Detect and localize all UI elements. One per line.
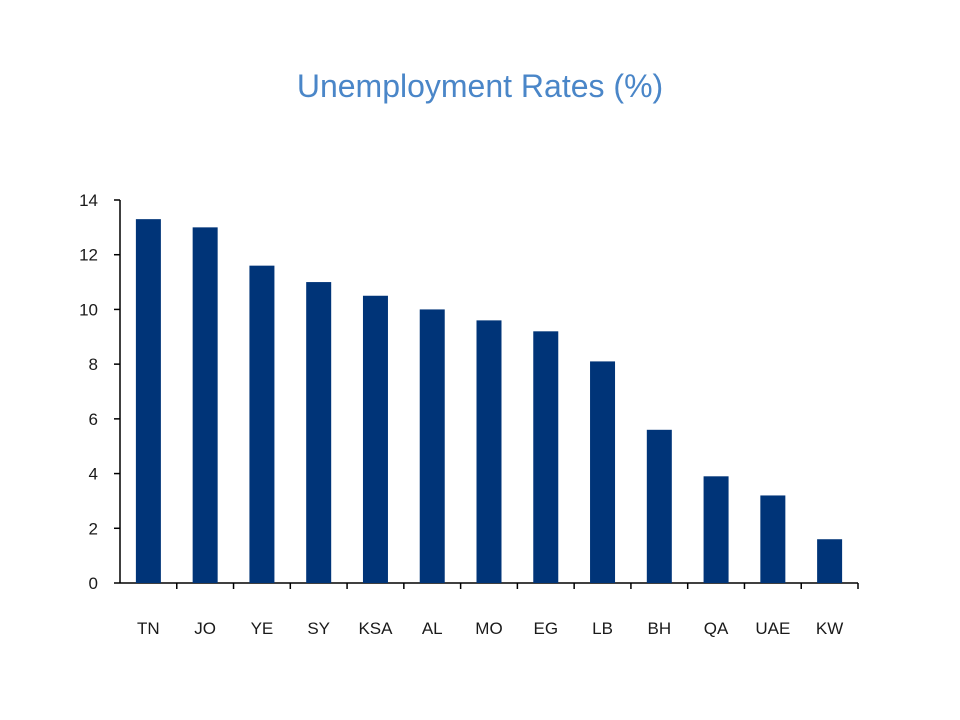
- x-category-label: YE: [251, 619, 274, 638]
- x-category-label: KW: [816, 619, 843, 638]
- y-tick-label: 10: [79, 300, 98, 319]
- x-category-label: AL: [422, 619, 443, 638]
- bar-ksa: [362, 295, 388, 583]
- x-category-label: MO: [475, 619, 502, 638]
- y-tick-label: 14: [79, 191, 98, 210]
- y-tick-label: 0: [89, 574, 98, 593]
- x-category-label: LB: [592, 619, 613, 638]
- bar-mo: [476, 320, 502, 583]
- bar-qa: [703, 476, 729, 583]
- y-tick-label: 2: [89, 519, 98, 538]
- bar-kw: [817, 539, 843, 583]
- bar-bh: [646, 429, 672, 583]
- x-category-label: BH: [647, 619, 671, 638]
- y-tick-label: 8: [89, 355, 98, 374]
- bar-ye: [249, 265, 275, 583]
- x-category-label: TN: [137, 619, 160, 638]
- y-tick-label: 4: [89, 465, 98, 484]
- y-tick-label: 12: [79, 246, 98, 265]
- bar-sy: [306, 282, 332, 583]
- bar-lb: [590, 361, 616, 583]
- y-tick-label: 6: [89, 410, 98, 429]
- chart-title: Unemployment Rates (%): [296, 68, 664, 104]
- x-category-label: JO: [194, 619, 216, 638]
- x-category-label: QA: [704, 619, 729, 638]
- bar-jo: [192, 227, 218, 583]
- x-category-label: UAE: [755, 619, 790, 638]
- x-category-label: SY: [307, 619, 330, 638]
- bar-eg: [533, 331, 559, 583]
- bar-uae: [760, 495, 786, 583]
- x-category-label: KSA: [358, 619, 393, 638]
- bar-al: [419, 309, 445, 583]
- x-category-label: EG: [533, 619, 558, 638]
- bar-tn: [135, 219, 161, 583]
